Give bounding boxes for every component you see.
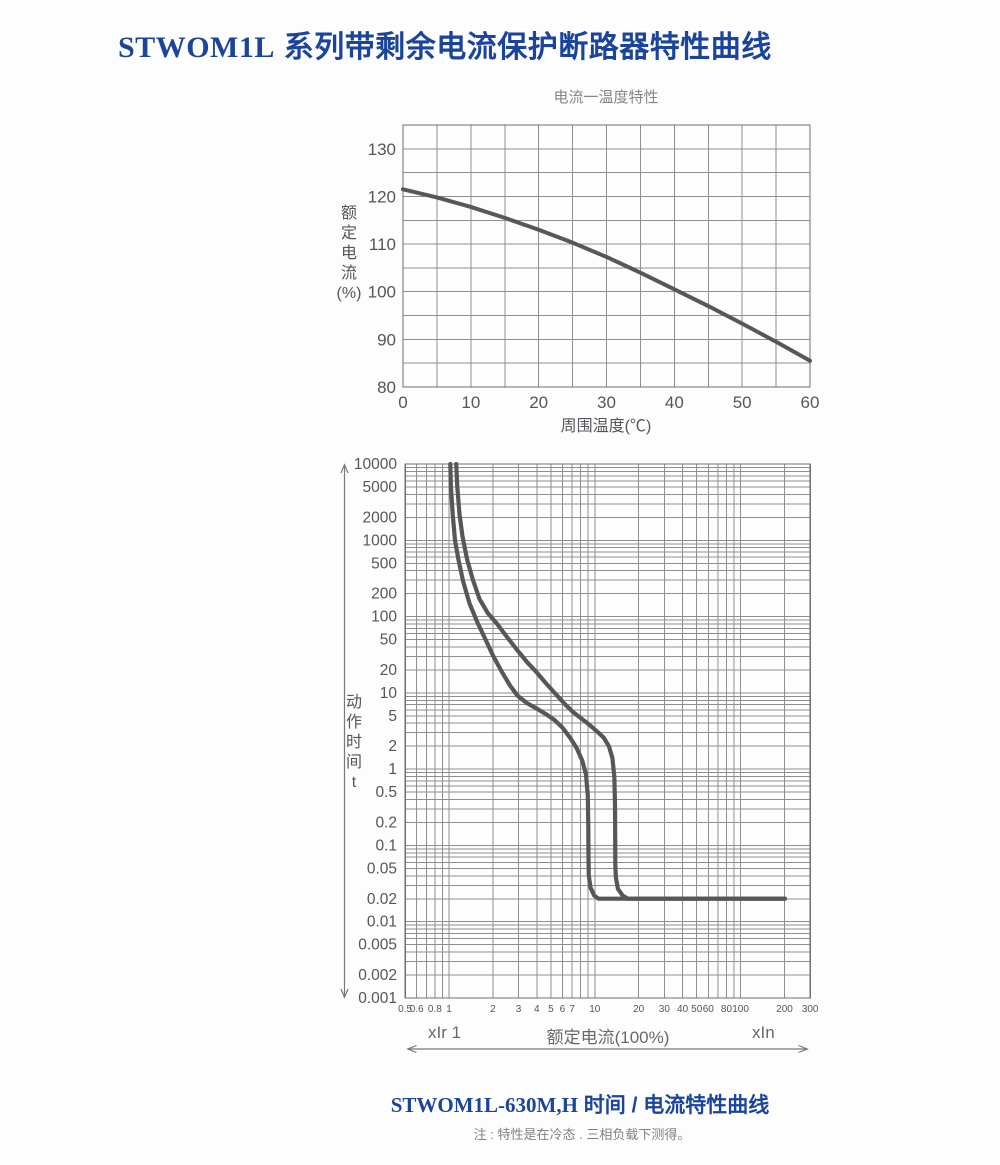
svg-text:0.001: 0.001 bbox=[358, 990, 397, 1007]
svg-text:2: 2 bbox=[388, 738, 397, 755]
svg-text:0: 0 bbox=[398, 393, 407, 412]
trip-chart-yticks: 10000 5000 2000 1000 500 200 100 50 20 10 5 2 1 0.5 0.… bbox=[354, 456, 397, 1007]
chart2-x-axis-label-left: xIr 1 bbox=[428, 1023, 462, 1042]
svg-text:0.6: 0.6 bbox=[410, 1004, 424, 1015]
svg-text:120: 120 bbox=[368, 187, 396, 206]
temp-chart-ticks: 130 120 110 100 90 800 10 20 30 40 50 60 bbox=[368, 140, 820, 412]
figure-caption: STWOM1L-630M,H 时间 / 电流特性曲线 bbox=[180, 1089, 980, 1119]
svg-text:0.05: 0.05 bbox=[367, 860, 397, 877]
trip-time-max-curve bbox=[454, 461, 788, 901]
figure-caption-cn: 时间 / 电流特性曲线 bbox=[577, 1094, 770, 1117]
svg-text:60: 60 bbox=[801, 393, 820, 412]
svg-text:80: 80 bbox=[721, 1004, 733, 1015]
svg-text:110: 110 bbox=[369, 235, 396, 254]
svg-text:20: 20 bbox=[633, 1004, 645, 1015]
svg-text:0.002: 0.002 bbox=[358, 967, 397, 984]
trip-chart-xticks: 0.50.6 0.8 1 2 3 4 5 6 7 10 20 30 40 50 60 80 100 200 300 bbox=[398, 1004, 819, 1015]
svg-text:200: 200 bbox=[776, 1004, 793, 1015]
temp-derating-curve bbox=[401, 187, 812, 363]
svg-text:0.02: 0.02 bbox=[367, 891, 397, 908]
svg-text:5: 5 bbox=[388, 708, 397, 725]
current-axis-arrow bbox=[406, 1044, 809, 1054]
svg-text:30: 30 bbox=[659, 1004, 671, 1015]
svg-text:0.1: 0.1 bbox=[375, 837, 397, 854]
svg-text:50: 50 bbox=[733, 393, 752, 412]
page-title-cn: 系列带剩余电流保护断路器特性曲线 bbox=[274, 31, 772, 64]
svg-text:90: 90 bbox=[377, 330, 396, 349]
svg-text:1000: 1000 bbox=[363, 532, 398, 549]
svg-text:3: 3 bbox=[516, 1004, 522, 1015]
svg-text:20: 20 bbox=[529, 393, 548, 412]
svg-text:1: 1 bbox=[446, 1004, 452, 1015]
page-title: STWOM1L 系列带剩余电流保护断路器特性曲线 bbox=[118, 22, 772, 66]
figure-caption-latin: STWOM1L-630M,H bbox=[390, 1093, 578, 1117]
svg-text:60: 60 bbox=[703, 1004, 715, 1015]
svg-text:0.005: 0.005 bbox=[358, 937, 397, 954]
chart2-x-axis-label-right: xIn bbox=[752, 1023, 775, 1042]
svg-text:0.5: 0.5 bbox=[398, 1004, 412, 1015]
svg-text:5000: 5000 bbox=[363, 479, 398, 496]
svg-text:10: 10 bbox=[461, 393, 480, 412]
svg-text:10000: 10000 bbox=[354, 456, 397, 473]
svg-text:30: 30 bbox=[597, 393, 616, 412]
svg-text:80: 80 bbox=[377, 378, 396, 397]
svg-text:0.2: 0.2 bbox=[375, 814, 397, 831]
svg-text:200: 200 bbox=[371, 586, 397, 603]
svg-text:40: 40 bbox=[665, 393, 684, 412]
trip-chart-border bbox=[404, 463, 811, 999]
svg-text:6: 6 bbox=[560, 1004, 566, 1015]
chart1-title: 电流一温度特性 bbox=[553, 89, 659, 106]
svg-text:10: 10 bbox=[380, 685, 398, 702]
svg-text:2: 2 bbox=[490, 1004, 496, 1015]
svg-text:100: 100 bbox=[371, 609, 397, 626]
svg-text:50: 50 bbox=[691, 1004, 703, 1015]
svg-text:100: 100 bbox=[732, 1004, 749, 1015]
svg-text:100: 100 bbox=[368, 283, 396, 302]
svg-text:130: 130 bbox=[368, 140, 396, 159]
svg-text:10: 10 bbox=[589, 1004, 601, 1015]
figure-note: 注 : 特性是在冷态 . 三相负载下测得。 bbox=[473, 1127, 691, 1142]
svg-text:4: 4 bbox=[534, 1004, 540, 1015]
time-axis-arrow bbox=[340, 463, 349, 999]
chart2-x-axis-label: 额定电流(100%) bbox=[546, 1028, 670, 1047]
chart1-x-axis-label: 周围温度(℃) bbox=[560, 418, 652, 435]
temp-chart-border bbox=[402, 124, 811, 388]
svg-text:40: 40 bbox=[677, 1004, 689, 1015]
chart1-y-axis-label: 额定电流 (%) bbox=[336, 205, 362, 302]
svg-text:0.8: 0.8 bbox=[428, 1004, 442, 1015]
svg-text:20: 20 bbox=[380, 662, 398, 679]
svg-text:50: 50 bbox=[380, 632, 398, 649]
trip-time-min-curve bbox=[448, 461, 787, 901]
svg-text:2000: 2000 bbox=[363, 509, 398, 526]
svg-text:0.01: 0.01 bbox=[367, 914, 397, 931]
svg-text:300: 300 bbox=[802, 1004, 819, 1015]
svg-text:500: 500 bbox=[371, 555, 397, 572]
svg-text:5: 5 bbox=[548, 1004, 554, 1015]
page-title-latin: STWOM1L bbox=[118, 31, 275, 64]
svg-text:0.5: 0.5 bbox=[375, 784, 397, 801]
svg-text:1: 1 bbox=[388, 761, 397, 778]
svg-text:7: 7 bbox=[569, 1004, 575, 1015]
